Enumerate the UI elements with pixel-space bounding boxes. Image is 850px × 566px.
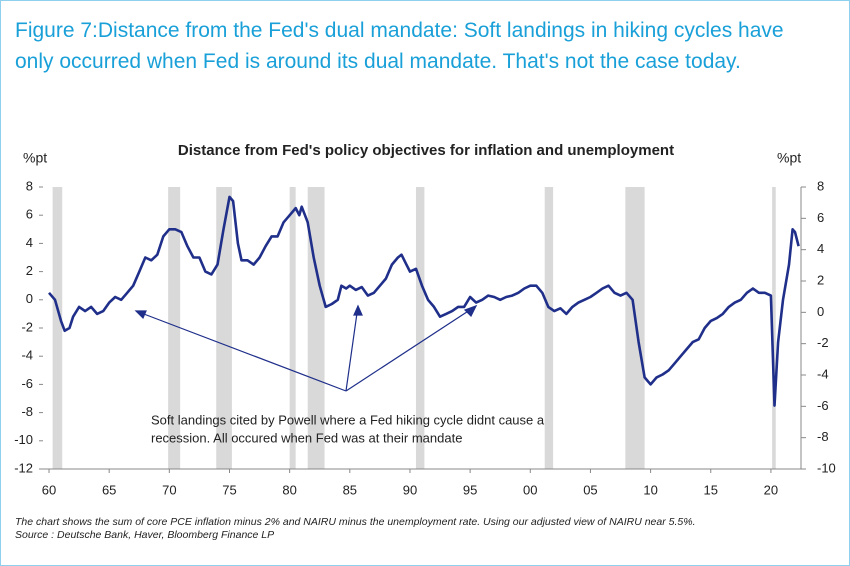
x-tick-label: 95 xyxy=(463,482,477,497)
recession-band xyxy=(625,187,645,469)
y-tick-label: 0 xyxy=(26,291,33,306)
y2-tick-label: -6 xyxy=(817,398,829,413)
annotation-arrows xyxy=(134,304,478,392)
x-tick-label: 10 xyxy=(643,482,657,497)
y-tick-label: 8 xyxy=(26,178,33,193)
y2-tick-label: -2 xyxy=(817,335,829,350)
chart: Distance from Fed's policy objectives fo… xyxy=(14,142,836,497)
x-tick-label: 90 xyxy=(403,482,417,497)
recession-band xyxy=(772,187,776,469)
y2-tick-label: 6 xyxy=(817,210,824,225)
y2-tick-label: 4 xyxy=(817,241,824,256)
x-tick-label: 15 xyxy=(704,482,718,497)
y-tick-label: -10 xyxy=(14,432,33,447)
y-tick-label: 6 xyxy=(26,207,33,222)
annotation: recession. All occured when Fed was at t… xyxy=(151,430,462,445)
recession-band xyxy=(52,187,63,469)
y-tick-label: 2 xyxy=(26,263,33,278)
footnote: The chart shows the sum of core PCE infl… xyxy=(15,516,696,528)
x-tick-label: 65 xyxy=(102,482,116,497)
recession-band xyxy=(289,187,296,469)
x-tick-label: 00 xyxy=(523,482,537,497)
y-tick-label: -4 xyxy=(21,348,33,363)
y-tick-label: -2 xyxy=(21,319,33,334)
y2-axis-label: %pt xyxy=(777,150,801,166)
y2-tick-label: 0 xyxy=(817,304,824,319)
x-tick-label: 80 xyxy=(282,482,296,497)
recession-band xyxy=(415,187,425,469)
y-tick-label: -12 xyxy=(14,460,33,475)
recession-band xyxy=(216,187,232,469)
y2-tick-label: -8 xyxy=(817,429,829,444)
y2-tick-label: 2 xyxy=(817,272,824,287)
y2-tick-label: -4 xyxy=(817,366,829,381)
x-tick-label: 60 xyxy=(42,482,56,497)
recession-band xyxy=(307,187,325,469)
annotation: Soft landings cited by Powell where a Fe… xyxy=(151,412,545,427)
x-tick-label: 05 xyxy=(583,482,597,497)
x-tick-label: 70 xyxy=(162,482,176,497)
y-tick-label: -6 xyxy=(21,376,33,391)
y-axis-label: %pt xyxy=(23,150,47,166)
data-line xyxy=(48,195,800,407)
x-tick-label: 75 xyxy=(222,482,236,497)
recession-band xyxy=(168,187,181,469)
figure-title: Figure 7:Distance from the Fed's dual ma… xyxy=(15,19,784,73)
recession-band xyxy=(544,187,554,469)
y2-tick-label: -10 xyxy=(817,460,836,475)
recession-layer xyxy=(52,187,776,469)
y2-tick-label: 8 xyxy=(817,178,824,193)
source: Source : Deutsche Bank, Haver, Bloomberg… xyxy=(15,529,275,541)
footer: The chart shows the sum of core PCE infl… xyxy=(15,516,845,542)
y-tick-label: 4 xyxy=(26,235,33,250)
x-tick-label: 85 xyxy=(343,482,357,497)
x-tick-label: 20 xyxy=(764,482,778,497)
y-tick-label: -8 xyxy=(21,404,33,419)
chart-title: Distance from Fed's policy objectives fo… xyxy=(178,142,674,159)
